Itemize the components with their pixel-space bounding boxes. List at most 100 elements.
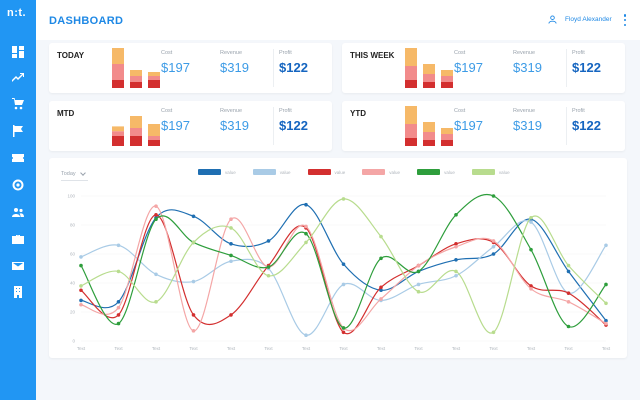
data-point[interactable] bbox=[341, 330, 346, 335]
legend-item[interactable]: value bbox=[471, 169, 510, 175]
data-point[interactable] bbox=[604, 243, 608, 248]
data-point[interactable] bbox=[454, 242, 458, 246]
data-point[interactable] bbox=[154, 300, 158, 304]
data-point[interactable] bbox=[566, 291, 571, 295]
sidebar-item-target[interactable] bbox=[11, 178, 25, 192]
data-point[interactable] bbox=[454, 258, 458, 262]
data-point[interactable] bbox=[454, 273, 458, 278]
data-point[interactable] bbox=[116, 300, 121, 304]
sidebar-item-flag[interactable] bbox=[11, 124, 25, 138]
legend-item[interactable]: value bbox=[362, 169, 400, 175]
data-point[interactable] bbox=[416, 289, 421, 294]
data-point[interactable] bbox=[491, 252, 496, 256]
legend-item[interactable]: value bbox=[252, 169, 291, 175]
data-point[interactable] bbox=[229, 259, 233, 264]
data-point[interactable] bbox=[229, 253, 233, 258]
data-point[interactable] bbox=[604, 282, 608, 287]
data-point[interactable] bbox=[229, 242, 233, 246]
data-point[interactable] bbox=[154, 204, 158, 208]
legend-item[interactable]: value bbox=[417, 169, 455, 175]
app-logo[interactable]: n:t. bbox=[7, 7, 27, 19]
data-point[interactable] bbox=[79, 298, 83, 303]
sidebar-item-cart[interactable] bbox=[11, 97, 25, 111]
data-point[interactable] bbox=[491, 239, 496, 243]
data-point[interactable] bbox=[229, 217, 233, 221]
data-point[interactable] bbox=[379, 297, 383, 301]
data-point[interactable] bbox=[79, 302, 83, 307]
sidebar-item-buildings[interactable] bbox=[11, 285, 25, 299]
legend-item[interactable]: value bbox=[307, 169, 345, 175]
data-point[interactable] bbox=[491, 194, 496, 198]
more-menu-icon[interactable] bbox=[623, 14, 627, 26]
sidebar-item-dashboard[interactable] bbox=[11, 45, 25, 59]
data-point[interactable] bbox=[454, 269, 458, 274]
data-point[interactable] bbox=[379, 285, 383, 290]
data-point[interactable] bbox=[191, 329, 196, 333]
data-point[interactable] bbox=[604, 301, 608, 306]
data-point[interactable] bbox=[266, 265, 271, 269]
data-point[interactable] bbox=[529, 287, 533, 291]
legend-item[interactable]: value bbox=[198, 169, 236, 175]
data-point[interactable] bbox=[154, 272, 158, 277]
data-point[interactable] bbox=[229, 313, 233, 317]
data-point[interactable] bbox=[154, 217, 158, 221]
data-point[interactable] bbox=[79, 284, 83, 288]
data-point[interactable] bbox=[191, 279, 196, 284]
data-point[interactable] bbox=[191, 214, 196, 219]
data-point[interactable] bbox=[266, 239, 271, 243]
data-point[interactable] bbox=[341, 197, 346, 201]
sidebar-item-users[interactable] bbox=[11, 205, 25, 219]
data-point[interactable] bbox=[454, 244, 458, 249]
period-dropdown[interactable]: Today bbox=[61, 169, 88, 181]
data-point[interactable] bbox=[154, 213, 158, 217]
data-point[interactable] bbox=[79, 263, 83, 268]
data-point[interactable] bbox=[341, 282, 346, 287]
data-point[interactable] bbox=[116, 321, 121, 326]
data-point[interactable] bbox=[604, 318, 608, 323]
revenue-label: Revenue bbox=[513, 108, 536, 114]
briefcase-icon bbox=[12, 235, 24, 244]
data-point[interactable] bbox=[566, 324, 571, 329]
data-point[interactable] bbox=[116, 305, 121, 310]
cost-value: $197 bbox=[161, 118, 190, 133]
user-name[interactable]: Floyd Alexander bbox=[565, 16, 612, 23]
data-point[interactable] bbox=[229, 226, 233, 230]
data-point[interactable] bbox=[491, 244, 496, 249]
data-point[interactable] bbox=[604, 321, 608, 326]
sidebar-item-trends[interactable] bbox=[11, 71, 25, 85]
data-point[interactable] bbox=[191, 240, 196, 245]
data-point[interactable] bbox=[529, 215, 533, 220]
data-point[interactable] bbox=[116, 269, 121, 274]
data-point[interactable] bbox=[116, 313, 121, 317]
data-point[interactable] bbox=[304, 240, 308, 245]
data-point[interactable] bbox=[304, 333, 308, 337]
data-point[interactable] bbox=[416, 263, 421, 268]
data-point[interactable] bbox=[529, 247, 533, 252]
data-point[interactable] bbox=[529, 220, 533, 224]
data-point[interactable] bbox=[566, 269, 571, 274]
data-point[interactable] bbox=[304, 202, 308, 207]
data-point[interactable] bbox=[491, 330, 496, 335]
data-point[interactable] bbox=[416, 269, 421, 274]
data-point[interactable] bbox=[304, 231, 308, 236]
data-point[interactable] bbox=[304, 224, 308, 229]
data-point[interactable] bbox=[191, 313, 196, 317]
data-point[interactable] bbox=[379, 234, 383, 239]
data-point[interactable] bbox=[116, 243, 121, 248]
data-point[interactable] bbox=[79, 288, 83, 293]
data-point[interactable] bbox=[566, 263, 571, 268]
data-point[interactable] bbox=[341, 262, 346, 266]
user-icon[interactable] bbox=[548, 15, 557, 24]
data-point[interactable] bbox=[416, 282, 421, 287]
sidebar-item-work[interactable] bbox=[11, 232, 25, 246]
data-point[interactable] bbox=[379, 288, 383, 293]
data-point[interactable] bbox=[454, 213, 458, 217]
data-point[interactable] bbox=[529, 284, 533, 288]
data-point[interactable] bbox=[379, 256, 383, 261]
data-point[interactable] bbox=[341, 326, 346, 330]
data-point[interactable] bbox=[266, 273, 271, 278]
data-point[interactable] bbox=[79, 255, 83, 259]
data-point[interactable] bbox=[566, 300, 571, 304]
sidebar-item-mail[interactable] bbox=[11, 259, 25, 273]
sidebar-item-tickets[interactable] bbox=[11, 151, 25, 165]
